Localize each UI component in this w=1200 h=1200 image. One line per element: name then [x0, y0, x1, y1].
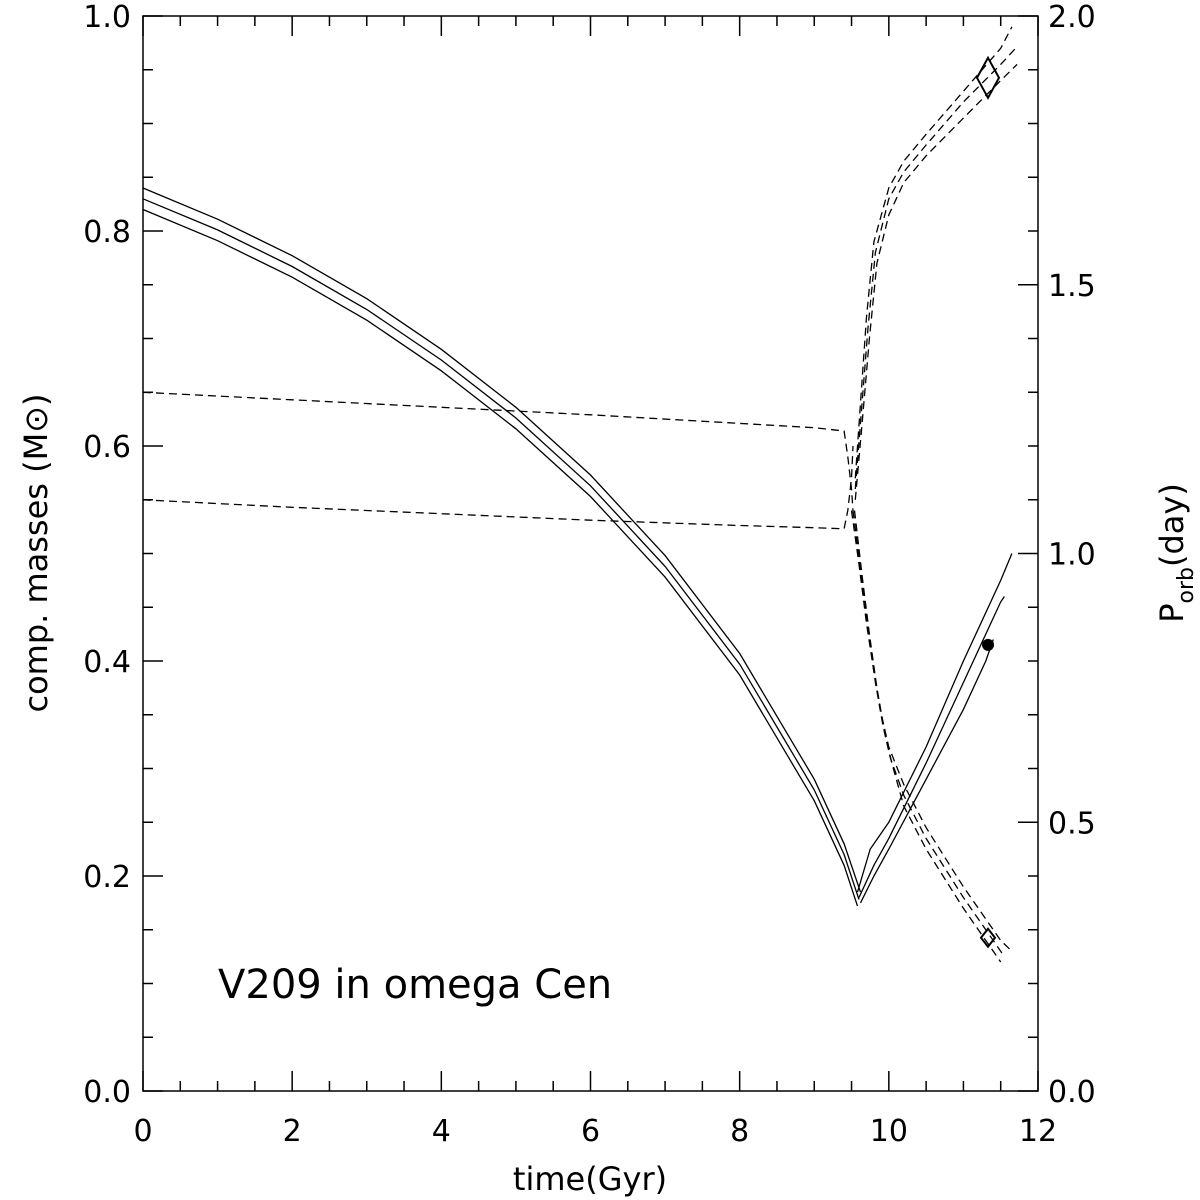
y-left-tick-label: 0.0: [83, 1075, 131, 1110]
y-axis-label-right-tail: (day): [1153, 483, 1191, 567]
series-line: [854, 47, 1017, 490]
y-right-tick-label: 2.0: [1048, 0, 1096, 35]
series-line: [142, 391, 854, 511]
marker-filled-circle: [982, 638, 995, 651]
series-line: [852, 510, 1005, 957]
series-line: [142, 198, 860, 900]
y-right-tick-label: 1.0: [1048, 538, 1096, 573]
y-axis-label-right-sub: orb: [1174, 567, 1199, 603]
x-tick-label: 12: [1019, 1114, 1057, 1149]
x-tick-labels: 0 2 4 6 8 10 12: [133, 1114, 1057, 1149]
series-layer: [142, 26, 1018, 963]
marker-diamond-small: [979, 927, 997, 949]
marker-layer: [975, 55, 1001, 949]
x-tick-label: 2: [283, 1114, 302, 1149]
y-left-tick-label: 0.8: [83, 215, 131, 250]
x-tick-label: 6: [581, 1114, 600, 1149]
y-axis-label-left: comp. masses (M⊙): [17, 393, 55, 712]
ticks: [142, 15, 1039, 1092]
y-right-tick-labels: 0.0 0.5 1.0 1.5 2.0: [1048, 0, 1096, 1110]
y-left-tick-label: 0.2: [83, 860, 131, 895]
y-axis-label-right-main: P: [1153, 604, 1191, 623]
y-left-tick-label: 1.0: [83, 0, 131, 35]
series-line: [854, 26, 1013, 479]
series-line: [142, 445, 854, 530]
marker-diamond-large: [975, 55, 1001, 100]
x-axis-label: time(Gyr): [513, 1160, 667, 1198]
x-tick-label: 8: [730, 1114, 749, 1149]
series-line: [859, 639, 994, 904]
series-line: [858, 596, 1005, 898]
y-left-tick-label: 0.6: [83, 430, 131, 465]
y-left-tick-label: 0.4: [83, 645, 131, 680]
y-left-tick-labels: 0.0 0.2 0.4 0.6 0.8 1.0: [83, 0, 131, 1110]
x-tick-label: 0: [133, 1114, 152, 1149]
y-axis-label-right: Porb(day): [1153, 483, 1199, 623]
x-tick-label: 4: [432, 1114, 451, 1149]
y-right-tick-label: 0.0: [1048, 1075, 1096, 1110]
series-line: [850, 510, 1013, 952]
series-line: [142, 208, 859, 907]
x-tick-label: 10: [870, 1114, 908, 1149]
series-line: [856, 553, 1013, 893]
series-line: [854, 63, 1018, 500]
series-line: [142, 187, 862, 893]
y-right-tick-label: 1.5: [1048, 269, 1096, 304]
plot-frame: [142, 15, 1039, 1092]
y-right-tick-label: 0.5: [1048, 806, 1096, 841]
chart-annotation: V209 in omega Cen: [218, 962, 612, 1008]
series-line: [853, 510, 1002, 963]
